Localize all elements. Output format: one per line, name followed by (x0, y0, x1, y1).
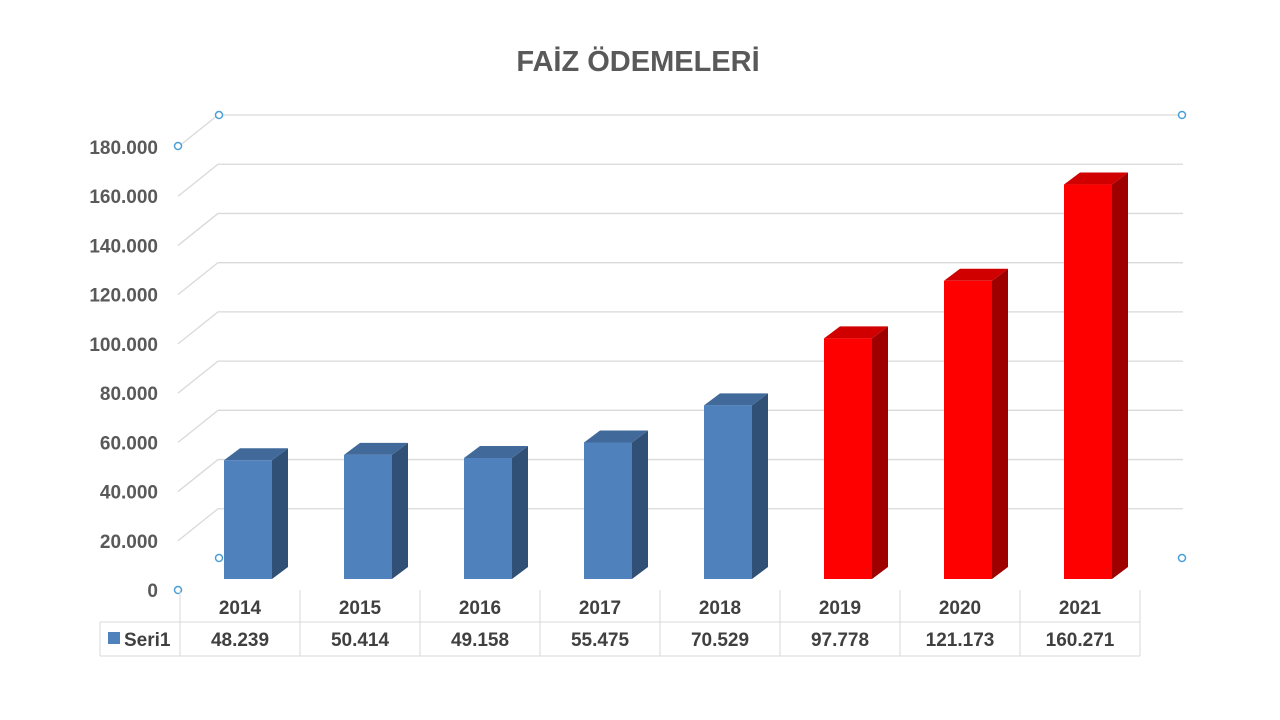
selection-handle (1177, 553, 1187, 563)
bar-side (872, 326, 888, 579)
data-label: 49.158 (451, 630, 509, 651)
data-label: 50.414 (331, 630, 390, 651)
y-tick-label: 20.000 (100, 532, 158, 553)
gridline-depth (177, 262, 219, 296)
x-tick-label: 2019 (819, 598, 861, 619)
bar-side (272, 448, 288, 579)
y-tick-label: 0 (147, 581, 158, 602)
gridline-depth (177, 114, 219, 148)
gridline-depth (177, 360, 219, 394)
bar (704, 405, 752, 579)
x-tick-label: 2020 (939, 598, 981, 619)
bar-top (224, 448, 288, 461)
y-tick-label: 60.000 (100, 433, 158, 454)
selection-handle (173, 141, 183, 151)
data-label: 48.239 (211, 630, 269, 651)
x-tick-label: 2014 (219, 598, 262, 619)
bar (584, 442, 632, 579)
bar-top (1064, 172, 1128, 185)
selection-handle (214, 553, 224, 563)
bar (344, 454, 392, 579)
legend-key (108, 632, 120, 644)
bar (224, 460, 272, 579)
y-tick-label: 80.000 (100, 384, 158, 405)
bar-side (992, 268, 1008, 579)
selection-handle (214, 110, 224, 120)
x-tick-label: 2015 (339, 598, 382, 619)
bar-top (704, 393, 768, 406)
gridline-depth (177, 508, 219, 542)
legend-label: Seri1 (124, 630, 171, 651)
y-tick-label: 100.000 (89, 335, 158, 356)
bar-top (584, 430, 648, 443)
bar (944, 280, 992, 579)
data-label: 121.173 (926, 630, 995, 651)
bar-side (512, 446, 528, 579)
bar-top (944, 268, 1008, 281)
data-label: 55.475 (571, 630, 630, 651)
gridline-depth (177, 459, 219, 493)
data-label: 160.271 (1046, 630, 1115, 651)
y-tick-label: 40.000 (100, 483, 158, 504)
bar-side (1112, 172, 1128, 579)
chart-title: FAİZ ÖDEMELERİ (516, 46, 760, 78)
data-label: 97.778 (811, 630, 869, 651)
bar-side (752, 393, 768, 579)
bar-top (824, 326, 888, 339)
bar-side (392, 442, 408, 579)
bar-side (632, 430, 648, 579)
y-tick-label: 160.000 (89, 187, 158, 208)
bar-top (464, 446, 528, 459)
bar (464, 458, 512, 579)
bar-top (344, 442, 408, 455)
y-tick-label: 140.000 (89, 236, 158, 257)
bar (1064, 184, 1112, 579)
gridline-depth (177, 311, 219, 345)
data-label: 70.529 (691, 630, 749, 651)
gridline-depth (177, 163, 219, 197)
gridline-depth (177, 409, 219, 443)
x-tick-label: 2017 (579, 598, 621, 619)
x-tick-label: 2018 (699, 598, 741, 619)
y-tick-label: 180.000 (89, 138, 158, 159)
y-tick-label: 120.000 (89, 286, 158, 307)
selection-handle (1177, 110, 1187, 120)
x-tick-label: 2021 (1059, 598, 1102, 619)
gridline-depth (177, 212, 219, 246)
x-tick-label: 2016 (459, 598, 501, 619)
bar (824, 338, 872, 579)
